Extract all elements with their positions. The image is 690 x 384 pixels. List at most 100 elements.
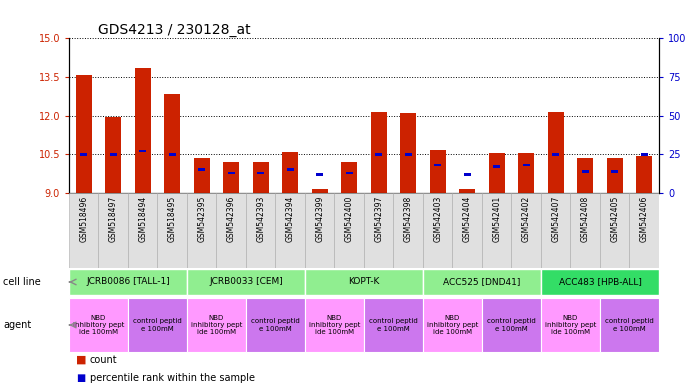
Bar	[312, 189, 328, 193]
Bar	[482, 298, 541, 352]
Bar	[305, 193, 335, 268]
Text: GSM518494: GSM518494	[138, 195, 147, 242]
Bar	[364, 193, 393, 268]
Text: NBD
inhibitory pept
ide 100mM: NBD inhibitory pept ide 100mM	[427, 314, 478, 336]
Bar	[198, 169, 206, 171]
Bar	[341, 162, 357, 193]
Bar	[423, 193, 453, 268]
Text: KOPT-K: KOPT-K	[348, 278, 380, 286]
Bar	[571, 193, 600, 268]
Text: JCRB0033 [CEM]: JCRB0033 [CEM]	[209, 278, 283, 286]
Bar	[393, 193, 423, 268]
Bar	[228, 172, 235, 174]
Text: control peptid
e 100mM: control peptid e 100mM	[133, 318, 182, 332]
Bar	[223, 162, 239, 193]
Bar	[110, 153, 117, 156]
Bar	[636, 156, 652, 193]
Text: GSM542404: GSM542404	[463, 195, 472, 242]
Bar	[489, 153, 505, 193]
Bar	[423, 270, 541, 295]
Text: GDS4213 / 230128_at: GDS4213 / 230128_at	[99, 23, 251, 37]
Text: JCRB0086 [TALL-1]: JCRB0086 [TALL-1]	[86, 278, 170, 286]
Bar	[453, 193, 482, 268]
Bar	[164, 94, 180, 193]
Text: GSM518496: GSM518496	[79, 195, 88, 242]
Bar	[493, 166, 500, 168]
Text: GSM542406: GSM542406	[640, 195, 649, 242]
Bar	[607, 158, 623, 193]
Text: ACC525 [DND41]: ACC525 [DND41]	[443, 278, 521, 286]
Bar	[80, 153, 88, 156]
Bar	[430, 151, 446, 193]
Bar	[105, 117, 121, 193]
Text: NBD
inhibitory pept
ide 100mM: NBD inhibitory pept ide 100mM	[545, 314, 596, 336]
Bar	[128, 193, 157, 268]
Bar	[275, 193, 305, 268]
Bar	[157, 193, 187, 268]
Bar	[375, 153, 382, 156]
Text: GSM542405: GSM542405	[610, 195, 619, 242]
Text: percentile rank within the sample: percentile rank within the sample	[90, 373, 255, 383]
Bar	[541, 298, 600, 352]
Bar	[518, 153, 534, 193]
Bar	[600, 298, 659, 352]
Bar	[611, 170, 618, 172]
Bar	[305, 298, 364, 352]
Bar	[187, 193, 217, 268]
Bar	[548, 112, 564, 193]
Bar	[335, 193, 364, 268]
Bar	[187, 298, 246, 352]
Bar	[69, 270, 187, 295]
Bar	[76, 76, 92, 193]
Text: NBD
inhibitory pept
ide 100mM: NBD inhibitory pept ide 100mM	[73, 314, 124, 336]
Bar	[640, 153, 648, 156]
Bar	[371, 112, 387, 193]
Bar	[253, 162, 269, 193]
Text: control peptid
e 100mM: control peptid e 100mM	[251, 318, 300, 332]
Bar	[541, 193, 571, 268]
Text: agent: agent	[3, 320, 32, 330]
Bar	[423, 298, 482, 352]
Text: NBD
inhibitory pept
ide 100mM: NBD inhibitory pept ide 100mM	[191, 314, 242, 336]
Bar	[282, 152, 298, 193]
Text: control peptid
e 100mM: control peptid e 100mM	[487, 318, 536, 332]
Bar	[246, 298, 305, 352]
Bar	[522, 164, 530, 166]
Bar	[99, 193, 128, 268]
Bar	[582, 170, 589, 172]
Bar	[364, 298, 423, 352]
Bar	[135, 68, 151, 193]
Bar	[286, 169, 294, 171]
Text: NBD
inhibitory pept
ide 100mM: NBD inhibitory pept ide 100mM	[309, 314, 360, 336]
Bar	[217, 193, 246, 268]
Text: control peptid
e 100mM: control peptid e 100mM	[605, 318, 654, 332]
Text: GSM542407: GSM542407	[551, 195, 560, 242]
Text: GSM542393: GSM542393	[256, 195, 265, 242]
Text: ■: ■	[76, 355, 86, 365]
Text: GSM542396: GSM542396	[227, 195, 236, 242]
Bar	[128, 298, 187, 352]
Text: ■: ■	[76, 373, 85, 383]
Bar	[187, 270, 305, 295]
Bar	[577, 158, 593, 193]
Text: GSM542408: GSM542408	[581, 195, 590, 242]
Bar	[464, 173, 471, 176]
Bar	[511, 193, 541, 268]
Bar	[305, 270, 423, 295]
Text: GSM542397: GSM542397	[374, 195, 383, 242]
Bar	[404, 153, 412, 156]
Bar	[600, 193, 629, 268]
Text: control peptid
e 100mM: control peptid e 100mM	[369, 318, 418, 332]
Text: GSM542402: GSM542402	[522, 195, 531, 242]
Text: GSM518497: GSM518497	[109, 195, 118, 242]
Bar	[400, 113, 416, 193]
Text: GSM542395: GSM542395	[197, 195, 206, 242]
Bar	[346, 172, 353, 174]
Bar	[257, 172, 264, 174]
Bar	[69, 298, 128, 352]
Bar	[69, 193, 99, 268]
Bar	[459, 189, 475, 193]
Bar	[552, 153, 560, 156]
Bar	[434, 164, 442, 166]
Bar	[629, 193, 659, 268]
